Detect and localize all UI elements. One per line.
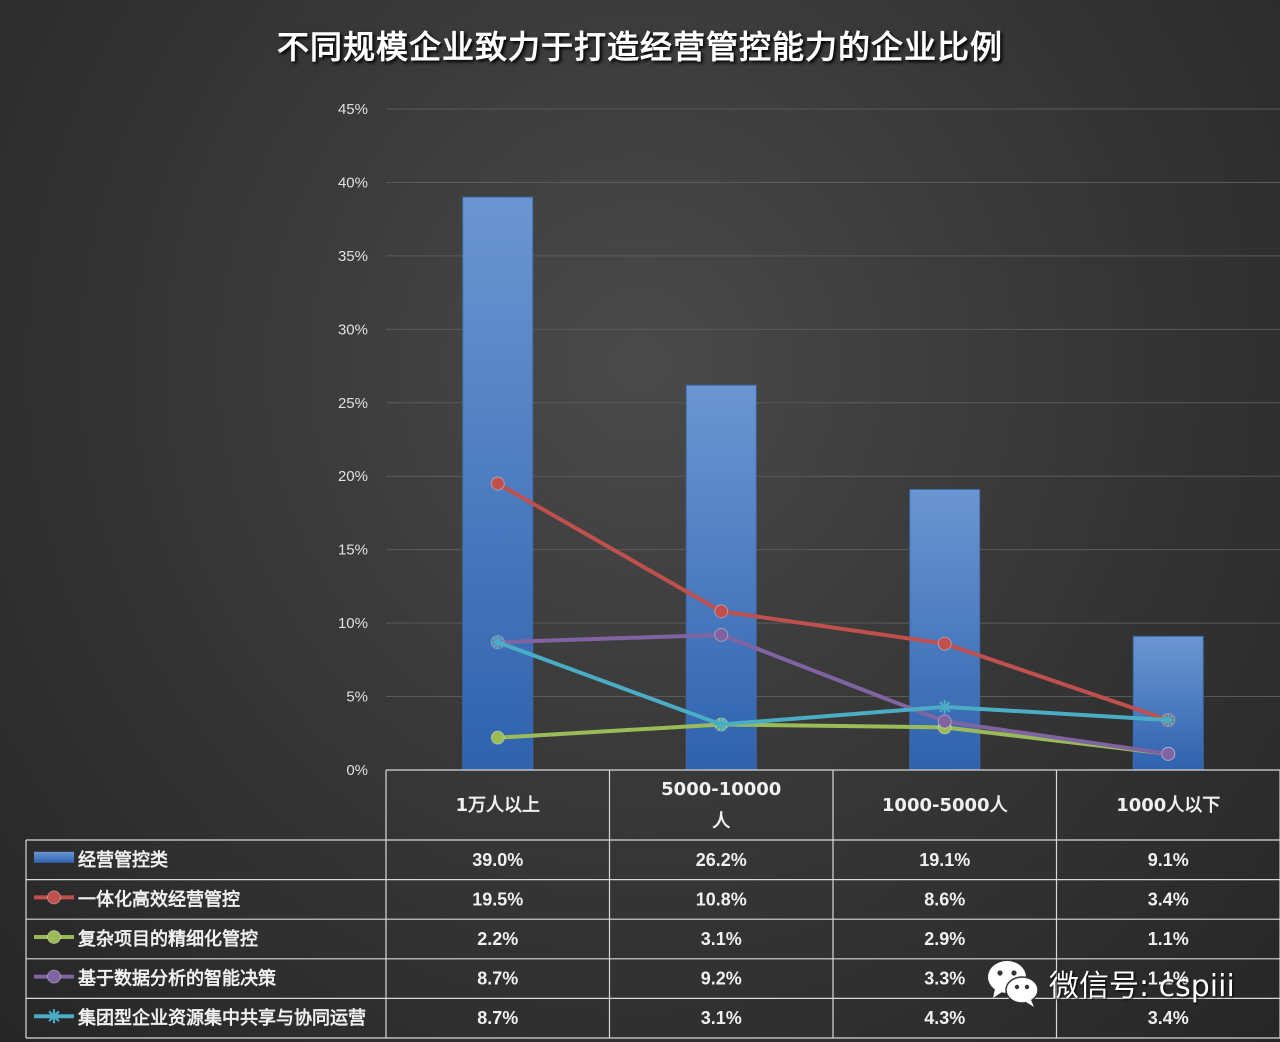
watermark: 微信号: cspiii [985,955,1275,1011]
data-label: 3.3% [924,969,965,989]
point-marker [47,890,61,905]
category-label: 1万人以上 [455,795,540,816]
y-tick-label: 35% [338,248,368,265]
series-name: 集团型企业资源集中共享与协同运营 [77,1007,366,1029]
data-label: 26.2% [696,850,747,870]
gridlines [386,108,1280,698]
point-marker [47,930,61,944]
data-label: 8.6% [924,889,965,909]
y-tick-label: 30% [338,321,368,338]
series-name: 经营管控类 [78,849,169,871]
data-label: 19.1% [919,850,970,870]
series-line [497,722,1169,756]
series-line [497,640,1169,727]
data-label: 9.2% [701,969,742,989]
star-marker [47,1009,61,1024]
y-tick-label: 10% [338,615,368,632]
data-label: 4.3% [924,1008,965,1028]
watermark-text: 微信号: cspiii [1049,969,1235,1004]
chart-title: 不同规模企业致力于打造经营管控能力的企业比例 [276,28,1003,66]
y-tick-label: 20% [338,468,368,485]
category-label: 人 [712,811,731,832]
point-marker [1161,746,1176,761]
category-label: 1000人以下 [1116,795,1220,816]
point-marker [490,476,505,491]
data-label: 3.4% [1148,1008,1189,1028]
y-axis: 0% 5% 10% 15% 20% 25% 30% 35% 40% 45% [338,101,368,779]
y-tick-label: 45% [338,101,368,118]
data-label: 8.7% [477,969,518,989]
y-tick-label: 5% [346,689,368,706]
category-label: 1000-5000人 [882,795,1009,816]
data-label: 39.0% [472,850,523,870]
y-tick-label: 15% [338,542,368,559]
series-line [496,481,1169,722]
data-label: 2.9% [924,929,965,949]
point-marker [937,714,952,729]
star-marker [490,635,505,650]
point-marker [47,969,61,984]
star-marker [937,699,952,714]
series-name: 复杂项目的精细化管控 [77,928,258,950]
point-marker [490,730,505,745]
wechat-icon [988,961,1039,1007]
data-label: 3.4% [1148,889,1189,909]
series-name: 一体化高效经营管控 [78,888,240,910]
star-marker [1161,713,1176,728]
point-marker [714,604,729,619]
data-label: 8.7% [477,1008,518,1028]
category-label: 5000-10000 [661,779,781,800]
data-label: 3.1% [701,929,742,949]
data-label: 1.1% [1148,929,1189,949]
bars [462,196,1204,771]
y-tick-label: 40% [338,174,368,191]
series-name: 基于数据分析的智能决策 [77,968,277,990]
legend-key [34,851,74,863]
data-label: 1.1% [1148,969,1189,989]
point-marker [714,627,729,642]
data-label: 19.5% [472,889,523,909]
y-tick-label: 25% [338,395,368,412]
star-marker [714,717,729,732]
data-label: 9.1% [1148,850,1189,870]
series-line [497,632,1169,756]
bar [685,384,757,771]
point-marker [937,636,952,651]
data-label: 3.1% [701,1008,742,1028]
data-label: 10.8% [696,889,747,909]
y-tick-label: 0% [346,762,368,779]
data-label: 2.2% [477,929,518,949]
series-lines [490,476,1176,761]
